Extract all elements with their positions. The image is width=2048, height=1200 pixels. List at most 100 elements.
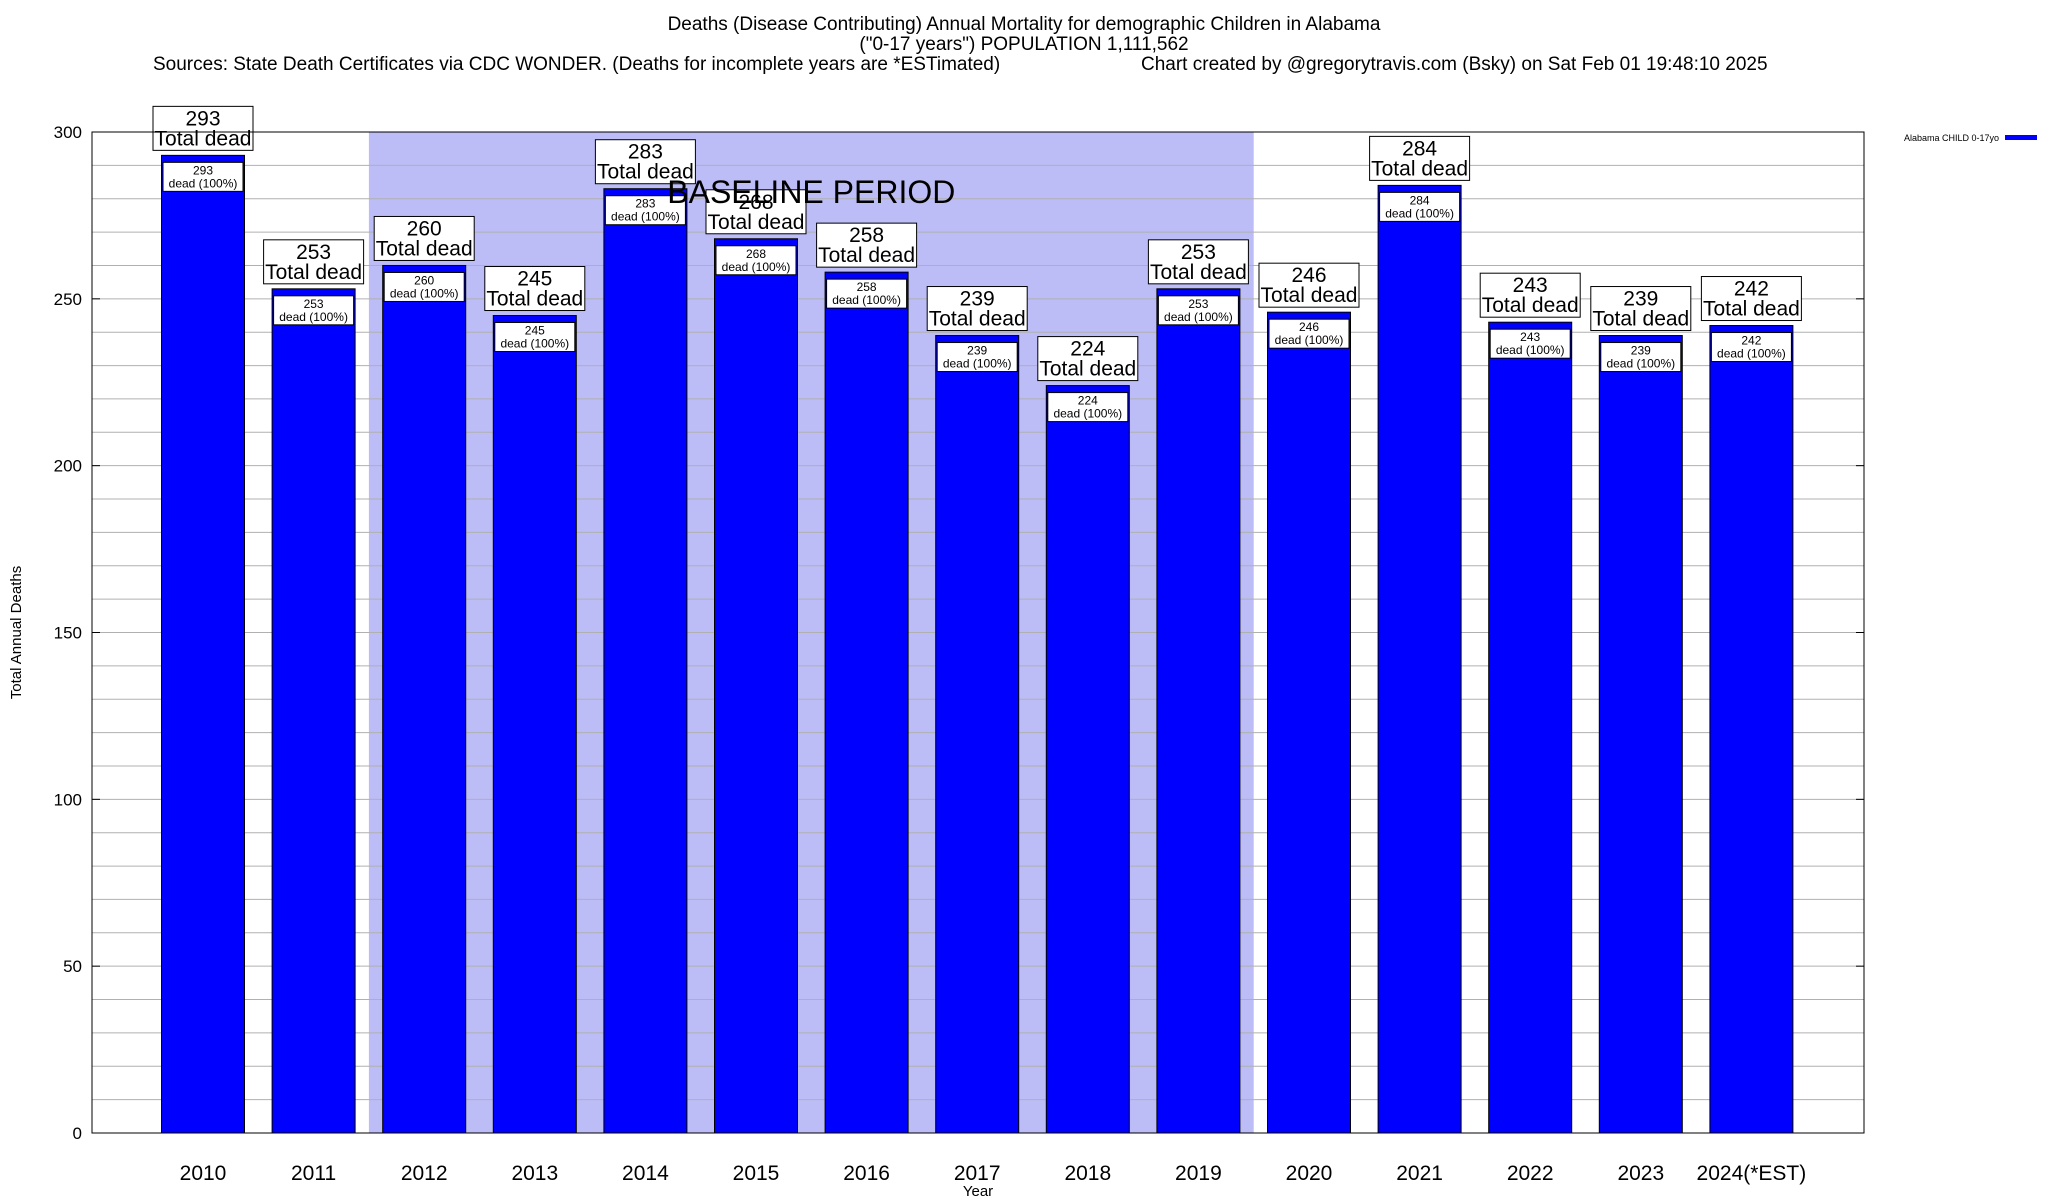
total-label-text: Total dead (1039, 358, 1136, 381)
total-label-box (484, 266, 586, 312)
y-tick-label: 300 (54, 123, 82, 142)
inner-label-value: 284 (1410, 193, 1430, 207)
bar-2024(*EST) (1709, 325, 1794, 1134)
inner-label-box (1710, 332, 1792, 363)
total-label-text: Total dead (155, 127, 252, 150)
total-label-value: 260 (407, 217, 442, 240)
bar-2020 (1267, 311, 1351, 1134)
inner-label-value: 243 (1520, 330, 1540, 344)
bar-2021 (1377, 184, 1462, 1134)
x-tick-label: 2016 (843, 1162, 890, 1185)
y-axis-label: Total Annual Deaths (8, 566, 25, 699)
x-tick-label: 2017 (954, 1162, 1001, 1185)
total-label-text: Total dead (486, 288, 583, 311)
bar-2010 (161, 154, 245, 1134)
chart-title: Deaths (Disease Contributing) Annual Mor… (667, 14, 1381, 35)
bar-2015 (714, 238, 798, 1134)
baseline-label: BASELINE PERIOD (667, 174, 955, 210)
inner-label-suffix: dead (100%) (1496, 343, 1565, 357)
total-label-box (816, 222, 918, 268)
total-label-box (1590, 286, 1692, 332)
x-tick-label: 2019 (1175, 1162, 1222, 1185)
inner-label-value: 246 (1299, 320, 1319, 334)
total-label-text: Total dead (818, 244, 915, 267)
inner-label-suffix: dead (100%) (169, 176, 238, 190)
inner-label-value: 242 (1741, 334, 1761, 348)
inner-label-box (936, 342, 1018, 373)
y-tick-label: 50 (63, 957, 82, 976)
inner-label-suffix: dead (100%) (390, 286, 459, 300)
total-label-value: 284 (1402, 137, 1437, 160)
chart-subtitle: ("0-17 years") POPULATION 1,111,562 (859, 34, 1189, 55)
inner-label-value: 268 (746, 247, 766, 261)
x-tick-label: 2020 (1286, 1162, 1333, 1185)
total-label-box (1700, 276, 1802, 322)
total-label-text: Total dead (708, 211, 805, 234)
inner-label-box (383, 271, 465, 302)
inner-label-suffix: dead (100%) (1275, 333, 1344, 347)
total-label-box (1369, 135, 1471, 181)
bar-2013 (492, 315, 577, 1134)
total-label-text: Total dead (929, 308, 1026, 331)
total-label-value: 246 (1291, 264, 1326, 287)
chart-credit: Chart created by @gregorytravis.com (Bsk… (1141, 54, 1768, 75)
x-tick-label: 2015 (733, 1162, 780, 1185)
total-label-value: 239 (960, 288, 995, 311)
total-label-box (926, 286, 1028, 332)
inner-label-box (715, 245, 797, 276)
inner-label-value: 239 (967, 344, 987, 358)
total-label-box (152, 105, 254, 151)
total-label-text: Total dead (1150, 261, 1247, 284)
bar-2014 (603, 188, 688, 1134)
inner-label-suffix: dead (100%) (1717, 347, 1786, 361)
inner-label-suffix: dead (100%) (1053, 407, 1122, 421)
total-label-text: Total dead (1592, 308, 1689, 331)
total-label-box (1037, 336, 1139, 382)
total-label-value: 243 (1513, 274, 1548, 297)
total-label-box (373, 215, 475, 261)
bar-2017 (935, 335, 1020, 1134)
total-label-text: Total dead (1482, 294, 1579, 317)
y-tick-label: 0 (73, 1124, 82, 1143)
bar-2023 (1598, 335, 1683, 1134)
inner-label-box (1268, 318, 1350, 349)
total-label-text: Total dead (1261, 284, 1358, 307)
total-label-value: 258 (849, 224, 884, 247)
total-label-value: 253 (296, 241, 331, 264)
x-tick-label: 2012 (401, 1162, 448, 1185)
inner-label-value: 239 (1631, 344, 1651, 358)
inner-label-suffix: dead (100%) (611, 210, 680, 224)
total-label-text: Total dead (597, 161, 694, 184)
bar-2012 (382, 264, 467, 1134)
total-label-value: 268 (738, 191, 773, 214)
x-tick-label: 2022 (1507, 1162, 1554, 1185)
inner-label-value: 283 (635, 197, 655, 211)
x-tick-label: 2018 (1064, 1162, 1111, 1185)
x-tick-label: 2013 (511, 1162, 558, 1185)
y-tick-label: 150 (54, 624, 82, 643)
chart-sources: Sources: State Death Certificates via CD… (153, 54, 1001, 75)
x-axis-label: Year (963, 1183, 993, 1200)
total-label-box (1258, 262, 1360, 308)
x-tick-label: 2010 (180, 1162, 227, 1185)
total-label-text: Total dead (376, 237, 473, 260)
total-label-value: 245 (517, 268, 552, 291)
inner-label-value: 260 (414, 273, 434, 287)
total-label-text: Total dead (1703, 298, 1800, 321)
inner-label-value: 293 (193, 163, 213, 177)
inner-label-suffix: dead (100%) (722, 260, 791, 274)
inner-label-box (604, 195, 686, 226)
total-label-text: Total dead (1371, 157, 1468, 180)
x-tick-label: 2023 (1617, 1162, 1664, 1185)
y-tick-label: 100 (54, 790, 82, 809)
inner-label-box (1157, 295, 1239, 326)
inner-label-suffix: dead (100%) (1164, 310, 1233, 324)
inner-label-suffix: dead (100%) (943, 357, 1012, 371)
y-tick-label: 200 (54, 457, 82, 476)
inner-label-box (162, 161, 244, 192)
x-tick-label: 2011 (291, 1162, 336, 1185)
total-label-box (1147, 239, 1249, 285)
inner-label-box (494, 322, 576, 353)
inner-label-value: 253 (1188, 297, 1208, 311)
